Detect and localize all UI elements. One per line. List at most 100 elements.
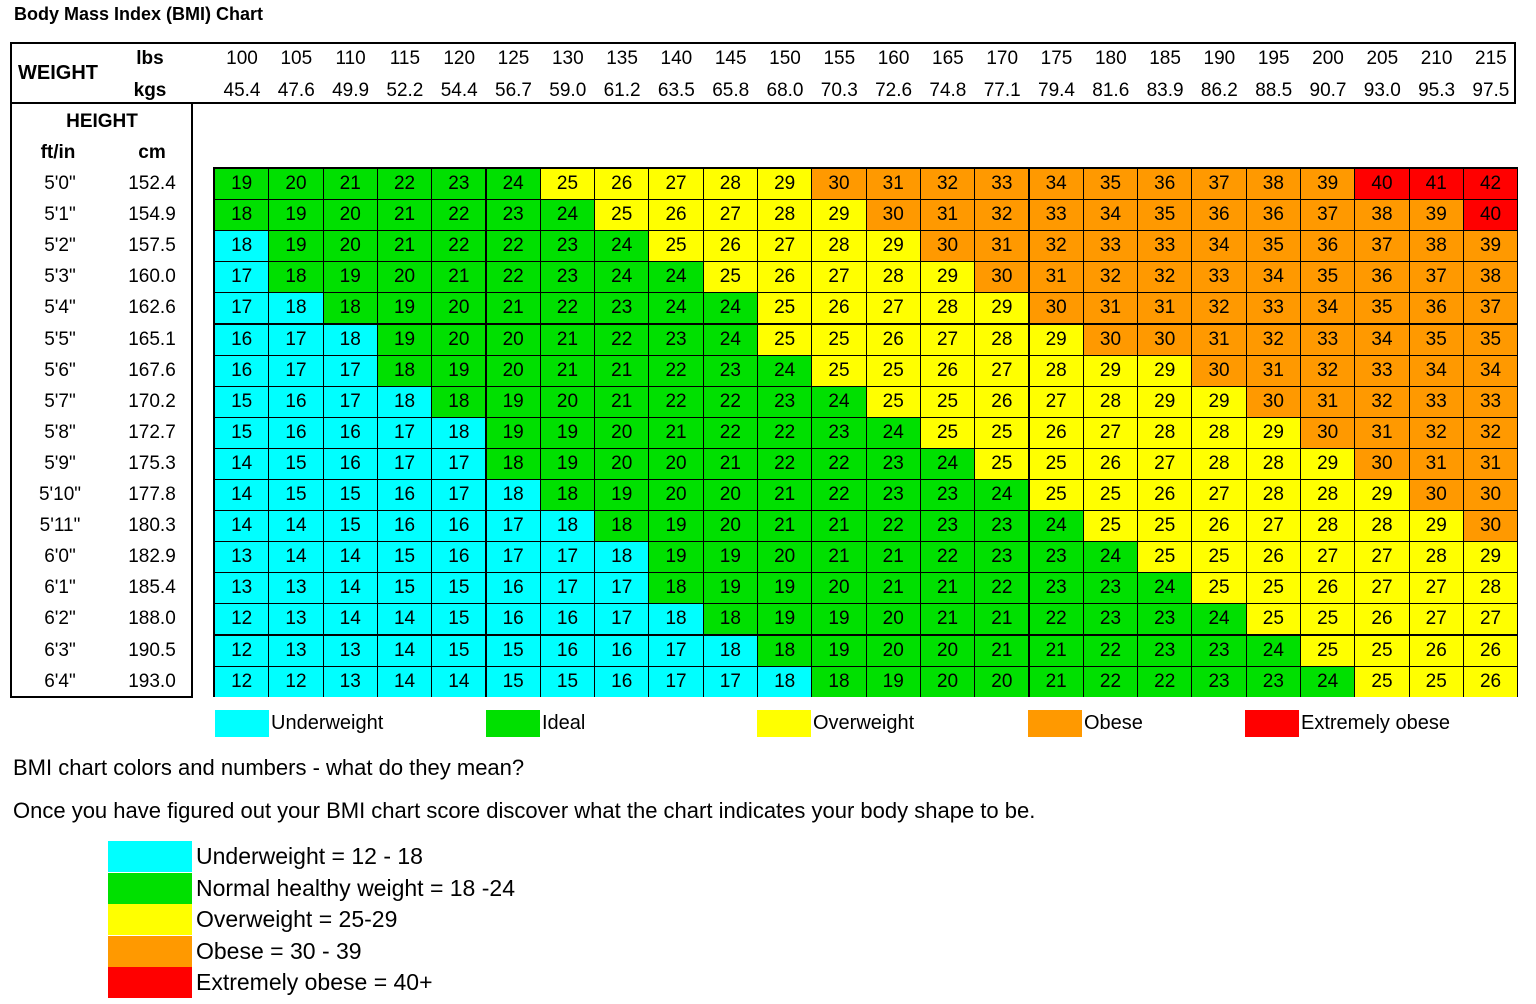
height-ftin-label: 5'1"	[44, 204, 76, 226]
bmi-cell: 30	[1192, 355, 1246, 386]
bmi-cell: 25	[1246, 573, 1300, 604]
weight-kgs-label: 56.7	[495, 80, 532, 101]
bmi-cell: 25	[1192, 542, 1246, 573]
bmi-cell: 16	[540, 604, 595, 635]
height-cm-label: 160.0	[128, 266, 176, 288]
bmi-cell: 18	[649, 604, 703, 635]
bmi-cell: 13	[269, 635, 323, 666]
bmi-cell: 17	[215, 262, 269, 293]
bmi-cell: 40	[1463, 200, 1518, 231]
kgs-label: kgs	[133, 80, 167, 101]
weight-lbs-label: 110	[335, 48, 366, 69]
weight-lbs-label: 145	[714, 48, 747, 69]
bmi-cell: 32	[1355, 386, 1409, 417]
bmi-cell: 31	[1301, 386, 1355, 417]
bmi-cell: 25	[866, 355, 920, 386]
bmi-cell: 15	[215, 417, 269, 448]
bmi-cell: 14	[269, 542, 323, 573]
bmi-cell: 39	[1301, 169, 1355, 200]
bmi-cell: 27	[920, 324, 975, 355]
weight-kgs-label: 74.8	[929, 80, 967, 101]
weight-kgs-label: 93.0	[1363, 80, 1401, 101]
bmi-cell: 28	[1246, 448, 1300, 479]
legend-label: Underweight	[271, 712, 384, 734]
bmi-cell: 38	[1246, 169, 1300, 200]
height-column-box	[10, 104, 193, 698]
bmi-cell: 16	[540, 635, 595, 666]
bmi-cell: 36	[1301, 231, 1355, 262]
bmi-cell: 22	[758, 448, 812, 479]
bmi-cell: 31	[1409, 448, 1463, 479]
bmi-cell: 25	[1409, 666, 1463, 697]
bmi-cell: 24	[595, 231, 649, 262]
weight-kgs-label: 63.5	[657, 80, 695, 101]
bmi-cell: 34	[1029, 169, 1083, 200]
bmi-cell: 18	[269, 293, 323, 324]
bmi-cell: 17	[649, 666, 703, 697]
bmi-cell: 23	[432, 169, 486, 200]
legend-swatch	[1028, 710, 1082, 737]
bmi-cell: 20	[866, 604, 920, 635]
bmi-cell: 23	[1083, 573, 1138, 604]
bmi-cell: 33	[1029, 200, 1083, 231]
bmi-cell: 25	[758, 324, 812, 355]
bmi-cell: 15	[269, 448, 323, 479]
bmi-cell: 25	[649, 231, 703, 262]
bmi-cell: 20	[920, 666, 975, 697]
bmi-cell: 21	[812, 511, 866, 542]
bmi-cell: 33	[1301, 324, 1355, 355]
bmi-cell: 25	[540, 169, 595, 200]
bmi-cell: 17	[432, 480, 486, 511]
weight-kgs-label: 81.6	[1092, 80, 1130, 101]
bmi-cell: 37	[1463, 293, 1518, 324]
bmi-cell: 18	[323, 324, 377, 355]
bmi-cell: 22	[486, 231, 540, 262]
bmi-cell: 20	[975, 666, 1029, 697]
bmi-cell: 18	[323, 293, 377, 324]
bmi-cell: 39	[1409, 200, 1463, 231]
range-label: Normal healthy weight = 18 -24	[196, 874, 515, 901]
bmi-cell: 20	[486, 355, 540, 386]
bmi-cell: 23	[595, 293, 649, 324]
bmi-cell: 14	[323, 604, 377, 635]
bmi-cell: 28	[1083, 386, 1138, 417]
bmi-cell: 42	[1463, 169, 1518, 200]
bmi-cell: 30	[1463, 480, 1518, 511]
bmi-cell: 15	[269, 480, 323, 511]
bmi-cell: 18	[377, 386, 432, 417]
bmi-cell: 33	[1355, 355, 1409, 386]
height-ftin-label: 5'2"	[44, 235, 76, 257]
bmi-cell: 19	[866, 666, 920, 697]
bmi-cell: 29	[812, 200, 866, 231]
bmi-cell: 21	[1029, 666, 1083, 697]
bmi-cell: 28	[920, 293, 975, 324]
range-label: Overweight = 25-29	[196, 906, 398, 932]
bmi-cell: 19	[215, 169, 269, 200]
weight-lbs-label: 215	[1475, 48, 1507, 69]
weight-lbs-label: 170	[986, 48, 1019, 69]
bmi-cell: 21	[920, 573, 975, 604]
weight-lbs-label: 140	[660, 48, 693, 69]
bmi-cell: 21	[703, 448, 757, 479]
bmi-cell: 31	[1355, 417, 1409, 448]
bmi-cell: 30	[1301, 417, 1355, 448]
bmi-cell: 15	[323, 511, 377, 542]
height-cm-label: 185.4	[128, 577, 176, 599]
bmi-cell: 19	[758, 604, 812, 635]
bmi-cell: 28	[703, 169, 757, 200]
height-cm-label: 193.0	[128, 670, 176, 692]
bmi-cell: 26	[866, 324, 920, 355]
bmi-cell: 15	[377, 542, 432, 573]
weight-lbs-label: 180	[1094, 48, 1127, 69]
bmi-cell: 35	[1355, 293, 1409, 324]
bmi-cell: 15	[323, 480, 377, 511]
range-label: Underweight = 12 - 18	[196, 843, 423, 869]
bmi-cell: 33	[1409, 386, 1463, 417]
bmi-cell: 16	[215, 324, 269, 355]
bmi-cell: 20	[595, 448, 649, 479]
bmi-cell: 25	[758, 293, 812, 324]
bmi-cell: 24	[1138, 573, 1192, 604]
height-ftin-label: 5'0"	[44, 173, 76, 194]
bmi-cell: 12	[269, 666, 323, 697]
bmi-cell: 27	[1029, 386, 1083, 417]
